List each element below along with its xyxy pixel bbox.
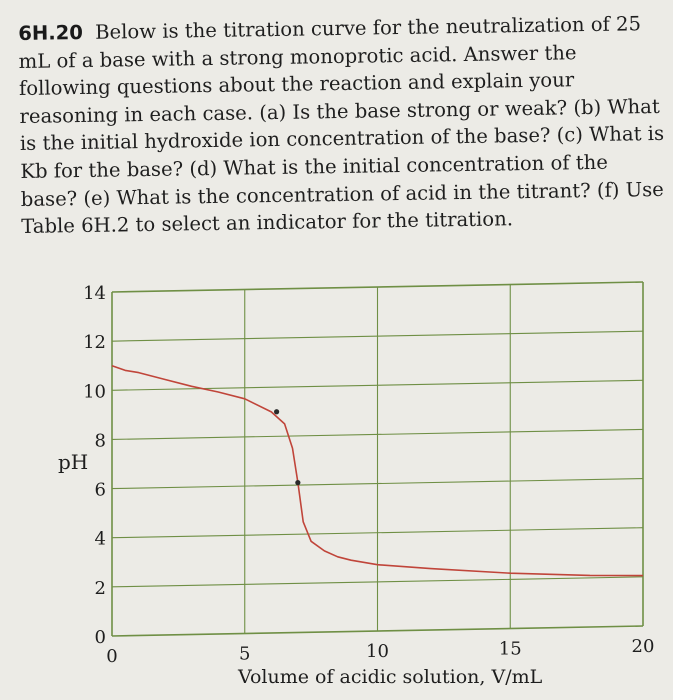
y-tick-label: 14 <box>83 283 106 304</box>
chart-plot-area <box>111 364 644 577</box>
x-tick-label: 20 <box>632 636 655 657</box>
y-tick-label: 10 <box>83 381 106 402</box>
grid-line-horizontal <box>111 576 644 588</box>
chart-grid <box>111 281 644 637</box>
y-tick-label: 12 <box>83 332 106 353</box>
y-tick-label: 4 <box>95 529 106 550</box>
y-tick-label: 0 <box>95 627 106 648</box>
chart-tick-labels: 0 2 4 6 8 10 12 14 0 5 10 15 20 <box>83 283 654 667</box>
grid-line-horizontal <box>111 428 644 440</box>
grid-line-horizontal <box>111 330 644 342</box>
grid-line-horizontal <box>111 625 644 637</box>
y-tick-label: 8 <box>95 430 106 451</box>
x-tick-label: 5 <box>239 644 250 665</box>
grid-line-horizontal <box>111 281 644 293</box>
curve-point-marker <box>295 480 301 486</box>
x-tick-label: 10 <box>366 641 389 662</box>
y-tick-label: 2 <box>95 578 106 599</box>
x-axis-label: Volume of acidic solution, V/mL <box>237 666 543 688</box>
grid-line-horizontal <box>111 527 644 539</box>
y-axis-label: pH <box>58 450 88 474</box>
x-tick-label: 15 <box>499 639 522 660</box>
x-tick-label: 0 <box>106 646 117 667</box>
y-tick-label: 6 <box>95 480 106 501</box>
grid-line-horizontal <box>111 478 644 490</box>
curve-point-marker <box>274 409 280 415</box>
